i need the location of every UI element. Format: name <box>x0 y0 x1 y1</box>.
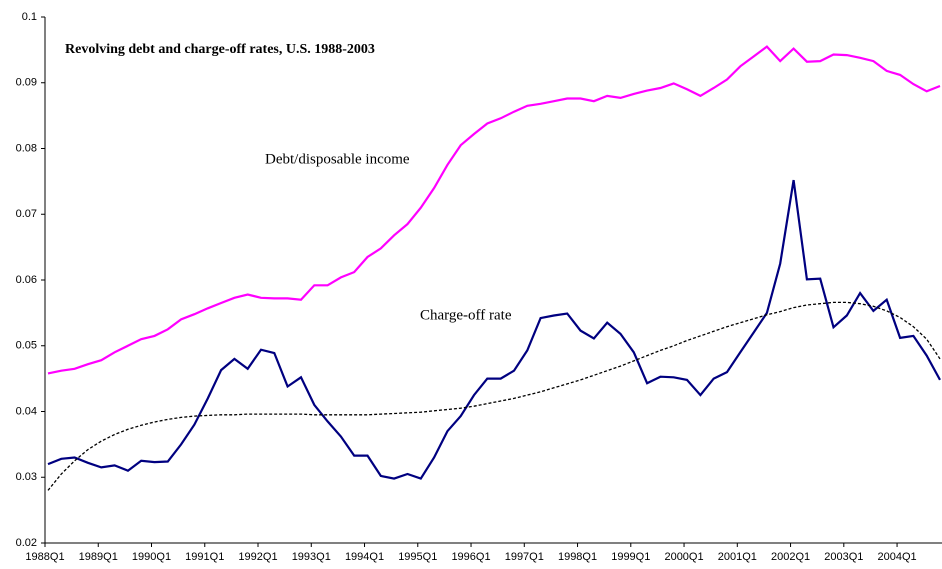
y-tick-label: 0.04 <box>16 405 37 417</box>
y-tick-label: 0.06 <box>16 274 37 286</box>
x-tick-label: 1996Q1 <box>451 551 490 563</box>
x-tick-label: 1992Q1 <box>238 551 277 563</box>
x-tick-label: 1993Q1 <box>292 551 331 563</box>
y-tick-label: 0.09 <box>16 77 37 89</box>
y-tick-label: 0.08 <box>16 142 37 154</box>
x-tick-label: 1989Q1 <box>79 551 118 563</box>
series-label: Debt/disposable income <box>265 151 410 167</box>
x-tick-label: 2001Q1 <box>718 551 757 563</box>
chart-title: Revolving debt and charge-off rates, U.S… <box>65 42 375 57</box>
series-line <box>47 45 941 375</box>
x-tick-label: 1988Q1 <box>25 551 64 563</box>
x-tick-label: 2003Q1 <box>824 551 863 563</box>
y-tick-label: 0.07 <box>16 208 37 220</box>
series-line <box>47 179 941 480</box>
x-tick-label: 1994Q1 <box>345 551 384 563</box>
trend-line <box>47 301 941 491</box>
x-tick-label: 1999Q1 <box>611 551 650 563</box>
y-tick-label: 0.1 <box>22 11 37 23</box>
x-tick-label: 2000Q1 <box>664 551 703 563</box>
x-tick-label: 1990Q1 <box>132 551 171 563</box>
y-tick-label: 0.02 <box>16 537 37 549</box>
x-tick-label: 2004Q1 <box>877 551 916 563</box>
x-tick-label: 1991Q1 <box>185 551 224 563</box>
y-tick-label: 0.05 <box>16 340 37 352</box>
x-tick-label: 1998Q1 <box>558 551 597 563</box>
y-tick-label: 0.03 <box>16 471 37 483</box>
x-tick-label: 1995Q1 <box>398 551 437 563</box>
series-label: Charge-off rate <box>420 307 512 323</box>
x-tick-label: 1997Q1 <box>505 551 544 563</box>
x-tick-label: 2002Q1 <box>771 551 810 563</box>
